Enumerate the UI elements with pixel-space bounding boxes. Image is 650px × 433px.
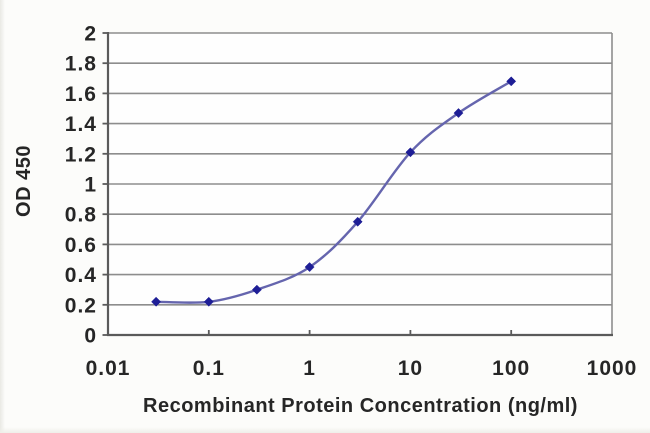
y-tick-label: 1 (84, 174, 97, 197)
x-axis-title: Recombinant Protein Concentration (ng/ml… (143, 395, 578, 417)
data-point-marker (203, 296, 214, 307)
data-point-marker (405, 147, 416, 158)
x-tick-label: 1000 (587, 357, 638, 380)
data-point-marker (352, 216, 363, 227)
x-tick-label: 100 (492, 357, 530, 380)
scan-edge-artifact-left (0, 0, 5, 433)
data-point-marker (151, 296, 162, 307)
data-point-marker (251, 284, 262, 295)
y-tick-label: 2 (84, 23, 97, 46)
y-tick-label: 0.2 (65, 294, 97, 317)
y-tick-label: 0.8 (65, 204, 97, 227)
x-tick-label: 1 (303, 357, 316, 380)
scan-edge-artifact-bottom (0, 427, 650, 433)
x-tick-label: 0.1 (193, 357, 225, 380)
y-tick-label: 1.2 (65, 143, 97, 166)
y-tick-label: 1.8 (65, 53, 97, 76)
data-point-marker (304, 262, 315, 273)
y-tick-label: 1.6 (65, 83, 97, 106)
y-tick-label: 0.4 (65, 264, 97, 287)
data-point-marker (453, 108, 464, 118)
x-tick-label: 0.01 (86, 357, 131, 380)
y-tick-label: 0.6 (65, 234, 97, 257)
x-tick-label: 10 (398, 357, 423, 380)
data-point-marker (506, 76, 517, 87)
y-axis-title: OD 450 (13, 145, 35, 217)
y-tick-label: 1.4 (65, 113, 97, 136)
y-tick-label: 0 (84, 325, 97, 348)
data-series-line (154, 80, 513, 304)
